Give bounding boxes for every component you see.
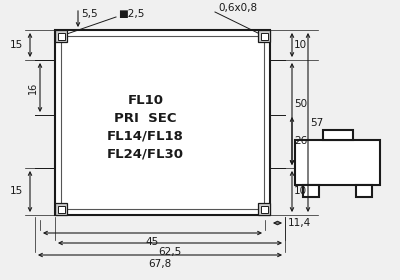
Text: ■2,5: ■2,5 bbox=[118, 9, 144, 19]
Text: PRI  SEC: PRI SEC bbox=[114, 112, 176, 125]
Text: FL10: FL10 bbox=[127, 94, 163, 107]
Text: 16: 16 bbox=[28, 81, 38, 94]
Bar bbox=[303, 185, 319, 197]
Text: 26: 26 bbox=[294, 136, 307, 146]
Bar bbox=[58, 206, 64, 213]
Bar bbox=[61, 36, 264, 209]
Text: 5,5: 5,5 bbox=[81, 9, 98, 19]
Text: 50: 50 bbox=[294, 99, 307, 109]
Bar bbox=[260, 32, 268, 39]
Bar bbox=[258, 30, 270, 42]
Text: 57: 57 bbox=[310, 118, 323, 127]
Bar bbox=[295, 140, 380, 185]
Text: 15: 15 bbox=[10, 40, 23, 50]
Text: 0,6x0,8: 0,6x0,8 bbox=[218, 3, 257, 13]
Text: 45: 45 bbox=[146, 237, 159, 247]
Bar bbox=[258, 203, 270, 215]
Text: FL24/FL30: FL24/FL30 bbox=[107, 148, 184, 161]
Bar bbox=[322, 130, 352, 140]
Bar bbox=[356, 185, 372, 197]
Bar bbox=[55, 30, 67, 42]
Text: 67,8: 67,8 bbox=[148, 259, 172, 269]
Bar bbox=[55, 30, 270, 215]
Bar bbox=[55, 203, 67, 215]
Text: FL14/FL18: FL14/FL18 bbox=[107, 130, 184, 143]
Text: 10: 10 bbox=[294, 40, 307, 50]
Bar bbox=[58, 32, 64, 39]
Text: 15: 15 bbox=[10, 186, 23, 197]
Bar bbox=[260, 206, 268, 213]
Text: 11,4: 11,4 bbox=[288, 218, 311, 228]
Text: 10: 10 bbox=[294, 186, 307, 197]
Text: 62,5: 62,5 bbox=[158, 247, 182, 257]
